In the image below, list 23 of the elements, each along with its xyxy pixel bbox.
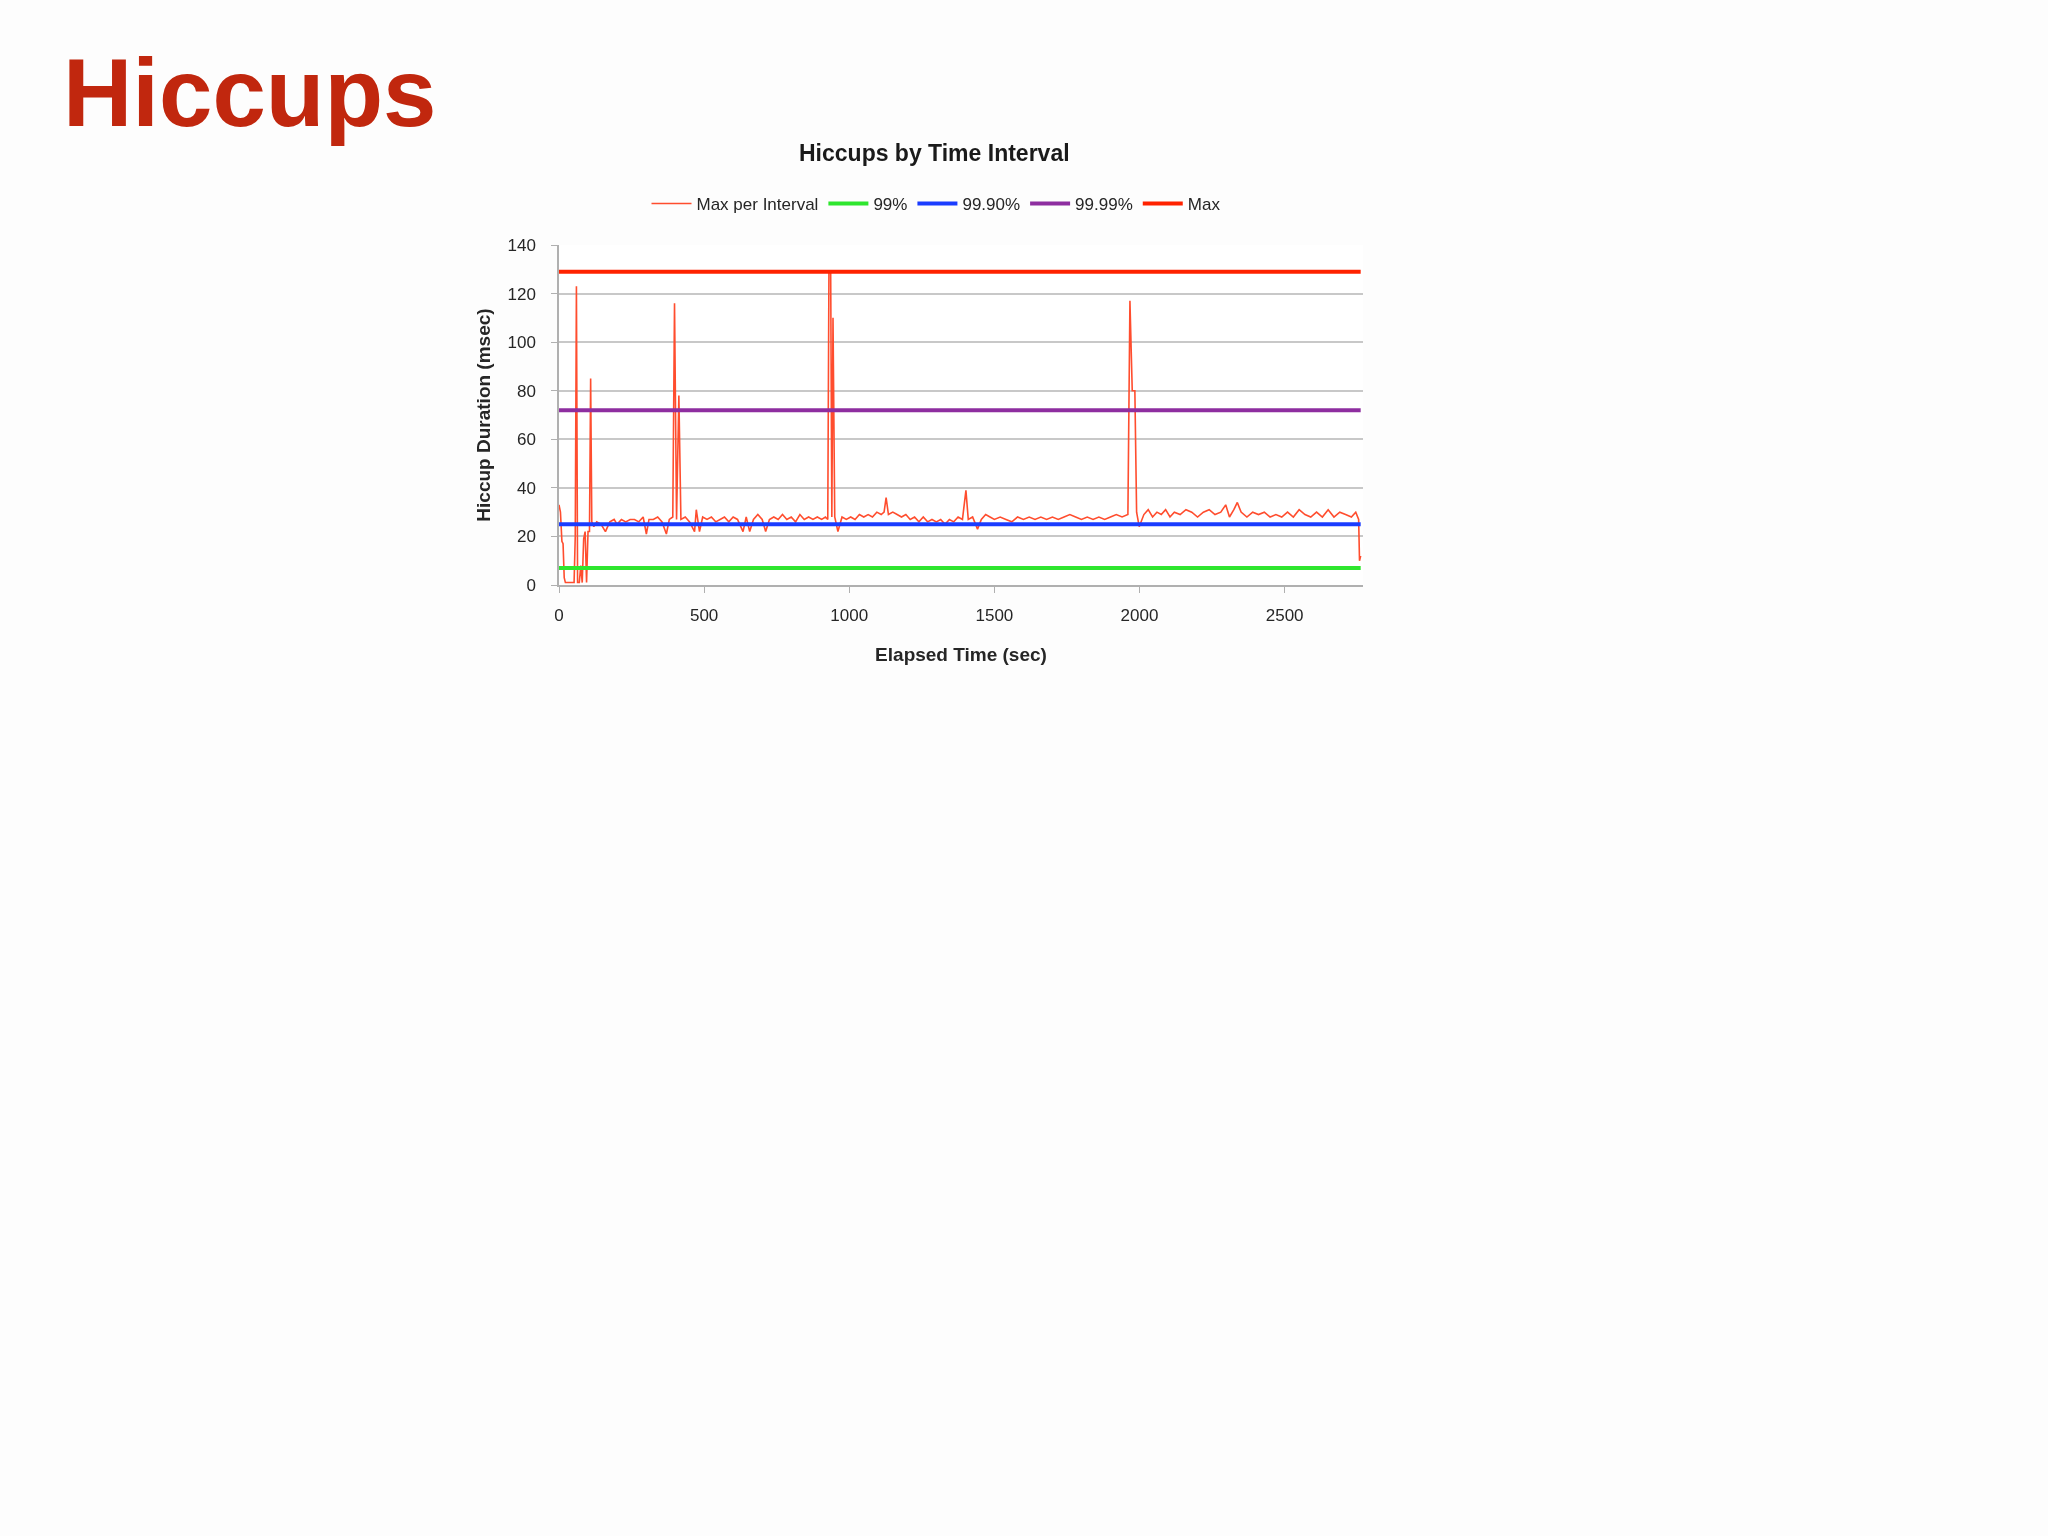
x-tick-label: 500 xyxy=(689,606,719,626)
x-tick-label: 1500 xyxy=(975,606,1014,626)
y-axis-title: Hiccup Duration (msec) xyxy=(472,308,494,522)
legend-label: Max xyxy=(1187,195,1221,215)
legend-label: Max per Interval xyxy=(696,195,819,215)
x-tick-label: 0 xyxy=(554,606,564,626)
chart-subtitle: Hiccups by Time Interval xyxy=(799,140,1070,166)
y-tick-label: 40 xyxy=(516,478,536,498)
y-tick-label: 100 xyxy=(507,333,536,353)
x-tick-label: 1000 xyxy=(830,606,869,626)
y-tick-label: 120 xyxy=(507,284,536,304)
y-tick-label: 0 xyxy=(526,575,536,595)
y-tick-label: 80 xyxy=(516,381,536,401)
x-axis-title: Elapsed Time (sec) xyxy=(875,644,1047,666)
x-tick-label: 2000 xyxy=(1120,606,1159,626)
legend-label: 99.99% xyxy=(1075,195,1133,215)
chart-title: Hiccups xyxy=(63,38,437,146)
x-tick-label: 2500 xyxy=(1265,606,1304,626)
legend-label: 99% xyxy=(873,195,908,215)
y-tick-label: 60 xyxy=(516,430,536,450)
y-tick-label: 140 xyxy=(507,235,536,255)
legend-label: 99.90% xyxy=(962,195,1021,215)
y-tick-label: 20 xyxy=(516,527,536,547)
